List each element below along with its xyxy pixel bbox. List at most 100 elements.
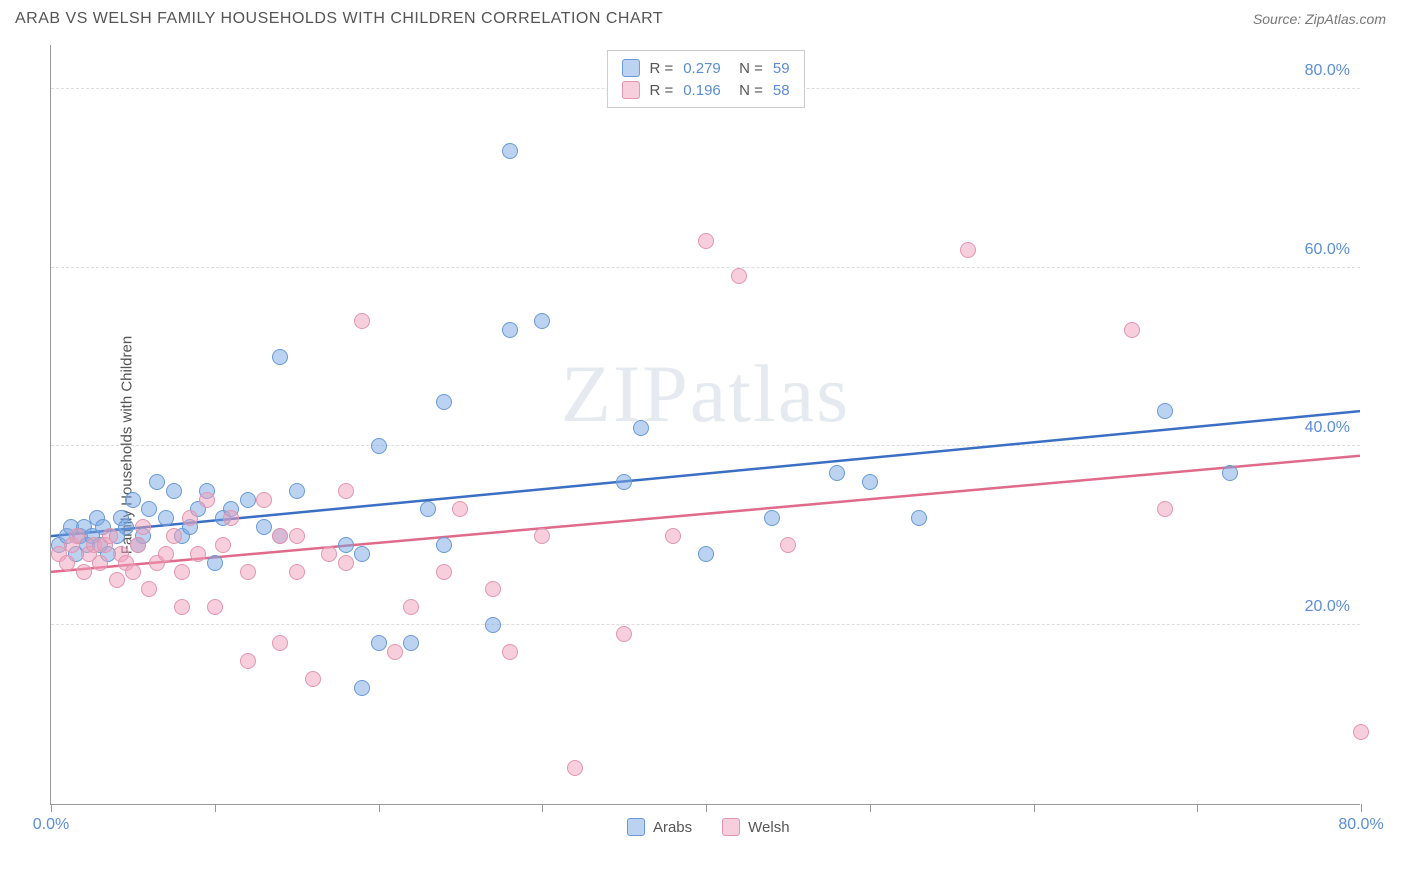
x-tick — [51, 804, 52, 812]
data-point — [130, 537, 146, 553]
legend-r-label: R = — [649, 60, 673, 77]
data-point — [158, 510, 174, 526]
data-point — [118, 519, 134, 535]
legend-r-value: 0.279 — [683, 60, 721, 77]
data-point — [371, 438, 387, 454]
y-tick-label: 20.0% — [1305, 598, 1350, 616]
data-point — [125, 492, 141, 508]
legend-series-name: Welsh — [748, 819, 789, 836]
series-legend: Arabs Welsh — [627, 818, 790, 836]
source-attribution: Source: ZipAtlas.com — [1253, 11, 1386, 27]
data-point — [289, 483, 305, 499]
watermark: ZIPatlas — [561, 347, 850, 441]
data-point — [1222, 465, 1238, 481]
legend-n-value: 58 — [773, 82, 790, 99]
data-point — [1124, 322, 1140, 338]
data-point — [698, 546, 714, 562]
data-point — [305, 671, 321, 687]
data-point — [338, 537, 354, 553]
data-point — [338, 555, 354, 571]
data-point — [69, 528, 85, 544]
data-point — [911, 510, 927, 526]
chart-title: ARAB VS WELSH FAMILY HOUSEHOLDS WITH CHI… — [15, 10, 663, 28]
data-point — [485, 617, 501, 633]
legend-swatch — [621, 59, 639, 77]
data-point — [338, 483, 354, 499]
legend-row: R = 0.279 N = 59 — [621, 57, 789, 79]
data-point — [199, 492, 215, 508]
correlation-legend: R = 0.279 N = 59 R = 0.196 N = 58 — [606, 50, 804, 108]
data-point — [1157, 403, 1173, 419]
data-point — [240, 564, 256, 580]
legend-swatch — [627, 818, 645, 836]
data-point — [502, 143, 518, 159]
data-point — [272, 349, 288, 365]
data-point — [289, 528, 305, 544]
data-point — [141, 581, 157, 597]
gridline — [51, 445, 1360, 446]
data-point — [135, 519, 151, 535]
data-point — [321, 546, 337, 562]
data-point — [125, 564, 141, 580]
data-point — [862, 474, 878, 490]
y-tick-label: 80.0% — [1305, 62, 1350, 80]
trend-line — [51, 411, 1360, 536]
x-tick-label: 80.0% — [1338, 816, 1383, 834]
x-tick — [1361, 804, 1362, 812]
y-tick-label: 60.0% — [1305, 241, 1350, 259]
data-point — [272, 635, 288, 651]
data-point — [207, 599, 223, 615]
data-point — [166, 483, 182, 499]
data-point — [354, 680, 370, 696]
data-point — [567, 760, 583, 776]
legend-n-value: 59 — [773, 60, 790, 77]
data-point — [534, 528, 550, 544]
x-tick — [1197, 804, 1198, 812]
data-point — [387, 644, 403, 660]
x-tick — [706, 804, 707, 812]
x-tick — [379, 804, 380, 812]
data-point — [731, 268, 747, 284]
data-point — [256, 492, 272, 508]
legend-row: R = 0.196 N = 58 — [621, 79, 789, 101]
data-point — [76, 564, 92, 580]
data-point — [436, 564, 452, 580]
data-point — [174, 599, 190, 615]
legend-r-label: R = — [649, 82, 673, 99]
data-point — [1353, 724, 1369, 740]
data-point — [665, 528, 681, 544]
plot-area: ZIPatlas 20.0%40.0%60.0%80.0%0.0%80.0% R… — [50, 45, 1360, 805]
data-point — [174, 564, 190, 580]
data-point — [240, 492, 256, 508]
data-point — [59, 555, 75, 571]
data-point — [109, 572, 125, 588]
data-point — [780, 537, 796, 553]
data-point — [1157, 501, 1173, 517]
x-tick — [870, 804, 871, 812]
x-tick — [542, 804, 543, 812]
data-point — [829, 465, 845, 481]
data-point — [240, 653, 256, 669]
data-point — [92, 555, 108, 571]
legend-swatch — [621, 81, 639, 99]
data-point — [616, 626, 632, 642]
data-point — [272, 528, 288, 544]
data-point — [223, 510, 239, 526]
data-point — [215, 537, 231, 553]
gridline — [51, 267, 1360, 268]
gridline — [51, 624, 1360, 625]
legend-n-label: N = — [731, 60, 763, 77]
data-point — [166, 528, 182, 544]
data-point — [502, 322, 518, 338]
data-point — [403, 599, 419, 615]
data-point — [190, 546, 206, 562]
x-tick — [1034, 804, 1035, 812]
data-point — [149, 474, 165, 490]
legend-n-label: N = — [731, 82, 763, 99]
data-point — [289, 564, 305, 580]
trendlines — [51, 45, 1360, 804]
legend-item: Welsh — [722, 818, 789, 836]
data-point — [354, 546, 370, 562]
data-point — [371, 635, 387, 651]
data-point — [436, 537, 452, 553]
